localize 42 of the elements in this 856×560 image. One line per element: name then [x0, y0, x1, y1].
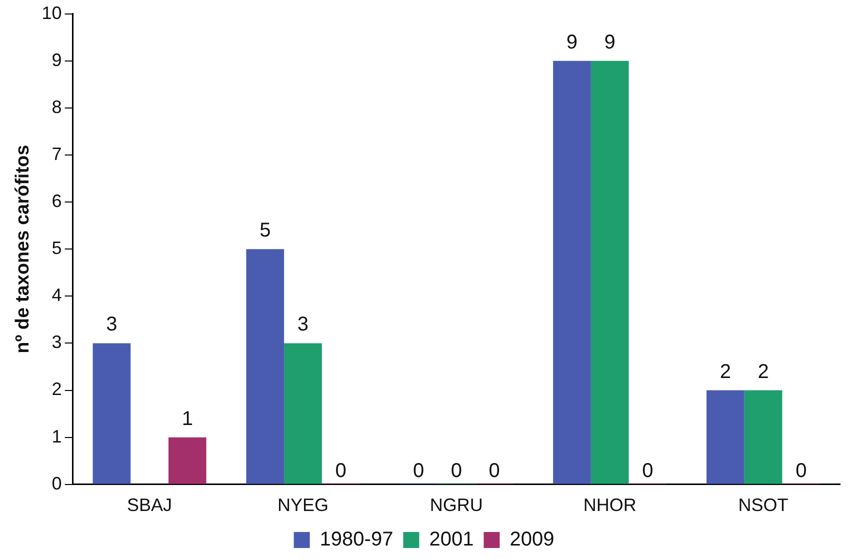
- y-tick-label: 3: [52, 332, 62, 352]
- data-label: 5: [260, 220, 271, 242]
- data-label: 2: [758, 360, 769, 383]
- data-label: 0: [642, 460, 654, 482]
- data-label: 3: [297, 314, 309, 336]
- bar: [92, 343, 131, 484]
- bar: [590, 60, 629, 484]
- data-label: 0: [450, 460, 462, 482]
- data-label: 1: [182, 408, 193, 430]
- y-tick-label: 7: [52, 144, 62, 164]
- x-tick-label: NHOR: [583, 495, 636, 516]
- y-tick-label: 6: [52, 191, 62, 212]
- legend-label: 2009: [510, 528, 554, 551]
- x-tick-label: NYEG: [277, 495, 328, 516]
- data-label: 0: [488, 460, 500, 482]
- y-tick-label: 10: [42, 2, 62, 23]
- x-tick-label: SBAJ: [127, 495, 172, 516]
- data-label: 0: [796, 460, 807, 482]
- legend-label: 1980-97: [320, 528, 394, 551]
- data-label: 3: [106, 314, 118, 336]
- bar: [744, 390, 782, 484]
- bar: [168, 437, 206, 484]
- data-label: 9: [566, 31, 578, 54]
- x-tick-label: NGRU: [430, 495, 483, 516]
- data-label: 0: [413, 460, 424, 482]
- bar: [246, 249, 284, 484]
- y-axis-title: nº de taxones carófitos: [12, 144, 34, 354]
- y-tick-label: 2: [52, 379, 62, 400]
- data-label: 9: [604, 31, 616, 54]
- x-tick-label: NSOT: [738, 495, 788, 516]
- bar: [706, 390, 744, 484]
- y-tick-label: 1: [52, 426, 62, 446]
- y-tick-label: 0: [52, 473, 62, 494]
- data-label: 0: [335, 460, 346, 482]
- bar: [553, 60, 591, 484]
- bar: [284, 343, 322, 484]
- legend-label: 2001: [429, 528, 474, 551]
- y-tick-label: 4: [52, 285, 62, 306]
- y-tick-label: 5: [52, 238, 62, 258]
- data-label: 2: [720, 360, 731, 383]
- y-tick-label: 8: [52, 96, 62, 117]
- y-tick-label: 9: [52, 50, 62, 70]
